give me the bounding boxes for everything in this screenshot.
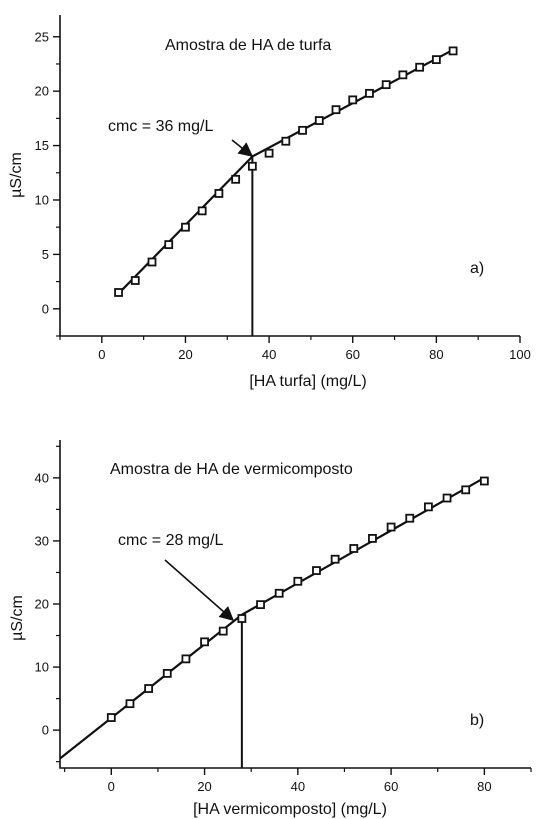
panel-b-data-point bbox=[405, 513, 415, 523]
panel-a-data-point bbox=[197, 206, 207, 216]
panel-a-data-point bbox=[331, 105, 341, 115]
panel-b-y-tick-label: 0 bbox=[42, 723, 49, 738]
chart-panel-a: 0 20 40 60 80 100 0 5 10 15 20 25 Amostra de HA de… bbox=[8, 15, 531, 390]
panel-a-label: a) bbox=[470, 260, 484, 277]
panel-b-data-point bbox=[386, 522, 396, 532]
panel-b-annotation-arrow bbox=[164, 559, 235, 621]
panel-b-data-point bbox=[293, 576, 303, 586]
chart-panel-b: 0 20 40 60 80 0 10 20 30 40 Amostra de HA de ver… bbox=[9, 440, 532, 818]
panel-a-data-point bbox=[415, 62, 425, 72]
panel-b-x-tick-labels: 0 20 40 60 80 bbox=[108, 779, 492, 794]
panel-a-axes bbox=[59, 15, 520, 337]
panel-a-data-point bbox=[348, 95, 358, 105]
panel-a-data-point bbox=[247, 161, 257, 171]
panel-b-title: Amostra de HA de vermicomposto bbox=[110, 461, 353, 478]
panel-b-data-point bbox=[349, 544, 359, 553]
panel-a-y-tick-labels: 0 5 10 15 20 25 bbox=[35, 29, 49, 316]
panel-b-axes bbox=[59, 440, 531, 769]
panel-b-data-point bbox=[442, 493, 452, 503]
panel-a-data-point bbox=[365, 88, 374, 98]
panel-a-x-tick-label: 80 bbox=[429, 347, 443, 362]
panel-a-data-point bbox=[214, 189, 224, 198]
panel-b-data-point bbox=[162, 668, 172, 678]
panel-b-fit-lines bbox=[59, 476, 485, 760]
panel-a-data-point bbox=[181, 222, 190, 232]
panel-a-data-point bbox=[281, 136, 291, 146]
panel-a-ticks bbox=[53, 36, 521, 343]
panel-a-data-point bbox=[448, 46, 458, 56]
panel-a-data-point bbox=[431, 55, 441, 65]
panel-b-y-tick-label: 20 bbox=[35, 597, 49, 612]
panel-b-x-tick-label: 0 bbox=[108, 779, 115, 794]
panel-b-ticks bbox=[53, 445, 532, 775]
panel-b-data-point bbox=[106, 713, 116, 722]
panel-b-data-point bbox=[479, 476, 489, 486]
panel-b-y-tick-label: 10 bbox=[35, 660, 49, 675]
panel-a-data-point bbox=[130, 276, 140, 285]
panel-a-y-tick-label: 0 bbox=[42, 301, 49, 316]
panel-b-data-point bbox=[256, 600, 265, 610]
panel-a-x-tick-labels: 0 20 40 60 80 100 bbox=[98, 347, 531, 362]
panel-b-data-point bbox=[218, 626, 228, 636]
panel-b-data-point bbox=[330, 554, 340, 564]
panel-b-y-tick-labels: 0 10 20 30 40 bbox=[35, 470, 49, 737]
panel-b-x-tick-label: 20 bbox=[197, 779, 211, 794]
panel-b-x-tick-label: 80 bbox=[477, 779, 491, 794]
panel-b-data-point bbox=[461, 485, 471, 495]
panel-a-cmc-annotation: cmc = 36 mg/L bbox=[108, 118, 213, 135]
panel-a-x-axis-title: [HA turfa] (mg/L) bbox=[249, 373, 366, 390]
panel-b-label: b) bbox=[470, 712, 484, 729]
panel-b-y-axis-title: µS/cm bbox=[9, 595, 26, 641]
panel-b-data-point bbox=[125, 699, 135, 709]
panel-a-x-tick-label: 100 bbox=[509, 347, 531, 362]
panel-b-y-tick-label: 40 bbox=[35, 470, 49, 485]
panel-b-data-points bbox=[106, 476, 489, 722]
panel-a-data-point bbox=[381, 80, 391, 90]
panel-b-data-point bbox=[274, 588, 284, 598]
panel-a-data-point bbox=[314, 116, 324, 125]
panel-a-y-tick-label: 20 bbox=[35, 84, 49, 99]
panel-b-data-point bbox=[181, 654, 191, 664]
panel-a-data-point bbox=[164, 240, 174, 249]
panel-a-fit-lines bbox=[117, 48, 454, 295]
panel-a-data-point bbox=[147, 257, 157, 267]
panel-b-x-axis-title: [HA vermicomposto] (mg/L) bbox=[193, 801, 387, 818]
panel-b-data-point bbox=[368, 534, 377, 543]
panel-a-data-points bbox=[114, 46, 458, 297]
panel-a-x-tick-label: 60 bbox=[345, 347, 359, 362]
panel-a-data-point bbox=[231, 174, 241, 184]
panel-a-data-point bbox=[398, 70, 408, 80]
panel-a-y-axis-title: µS/cm bbox=[8, 152, 25, 198]
panel-b-data-point bbox=[144, 684, 154, 693]
panel-a-y-tick-label: 15 bbox=[35, 138, 49, 153]
panel-a-data-point bbox=[114, 288, 123, 297]
panel-b-data-point bbox=[424, 502, 433, 512]
panel-b-y-tick-label: 30 bbox=[35, 533, 49, 548]
panel-b-x-tick-label: 60 bbox=[384, 779, 398, 794]
panel-a-data-point bbox=[298, 125, 307, 135]
panel-a-x-tick-label: 40 bbox=[262, 347, 276, 362]
panel-a-y-tick-label: 10 bbox=[35, 192, 49, 207]
panel-a-y-tick-label: 5 bbox=[42, 247, 49, 262]
panel-a-x-tick-label: 0 bbox=[98, 347, 105, 362]
panel-a-x-tick-label: 20 bbox=[178, 347, 192, 362]
panel-a-annotation-arrow bbox=[231, 139, 254, 157]
panel-b-data-point bbox=[312, 566, 321, 575]
panel-b-cmc-annotation: cmc = 28 mg/L bbox=[118, 532, 223, 549]
panel-a-y-tick-label: 25 bbox=[35, 29, 49, 44]
panel-a-data-point bbox=[264, 148, 274, 158]
panel-b-x-tick-label: 40 bbox=[291, 779, 305, 794]
panel-b-data-point bbox=[200, 637, 209, 647]
panel-a-title: Amostra de HA de turfa bbox=[165, 37, 331, 54]
panel-b-data-point bbox=[237, 614, 247, 623]
